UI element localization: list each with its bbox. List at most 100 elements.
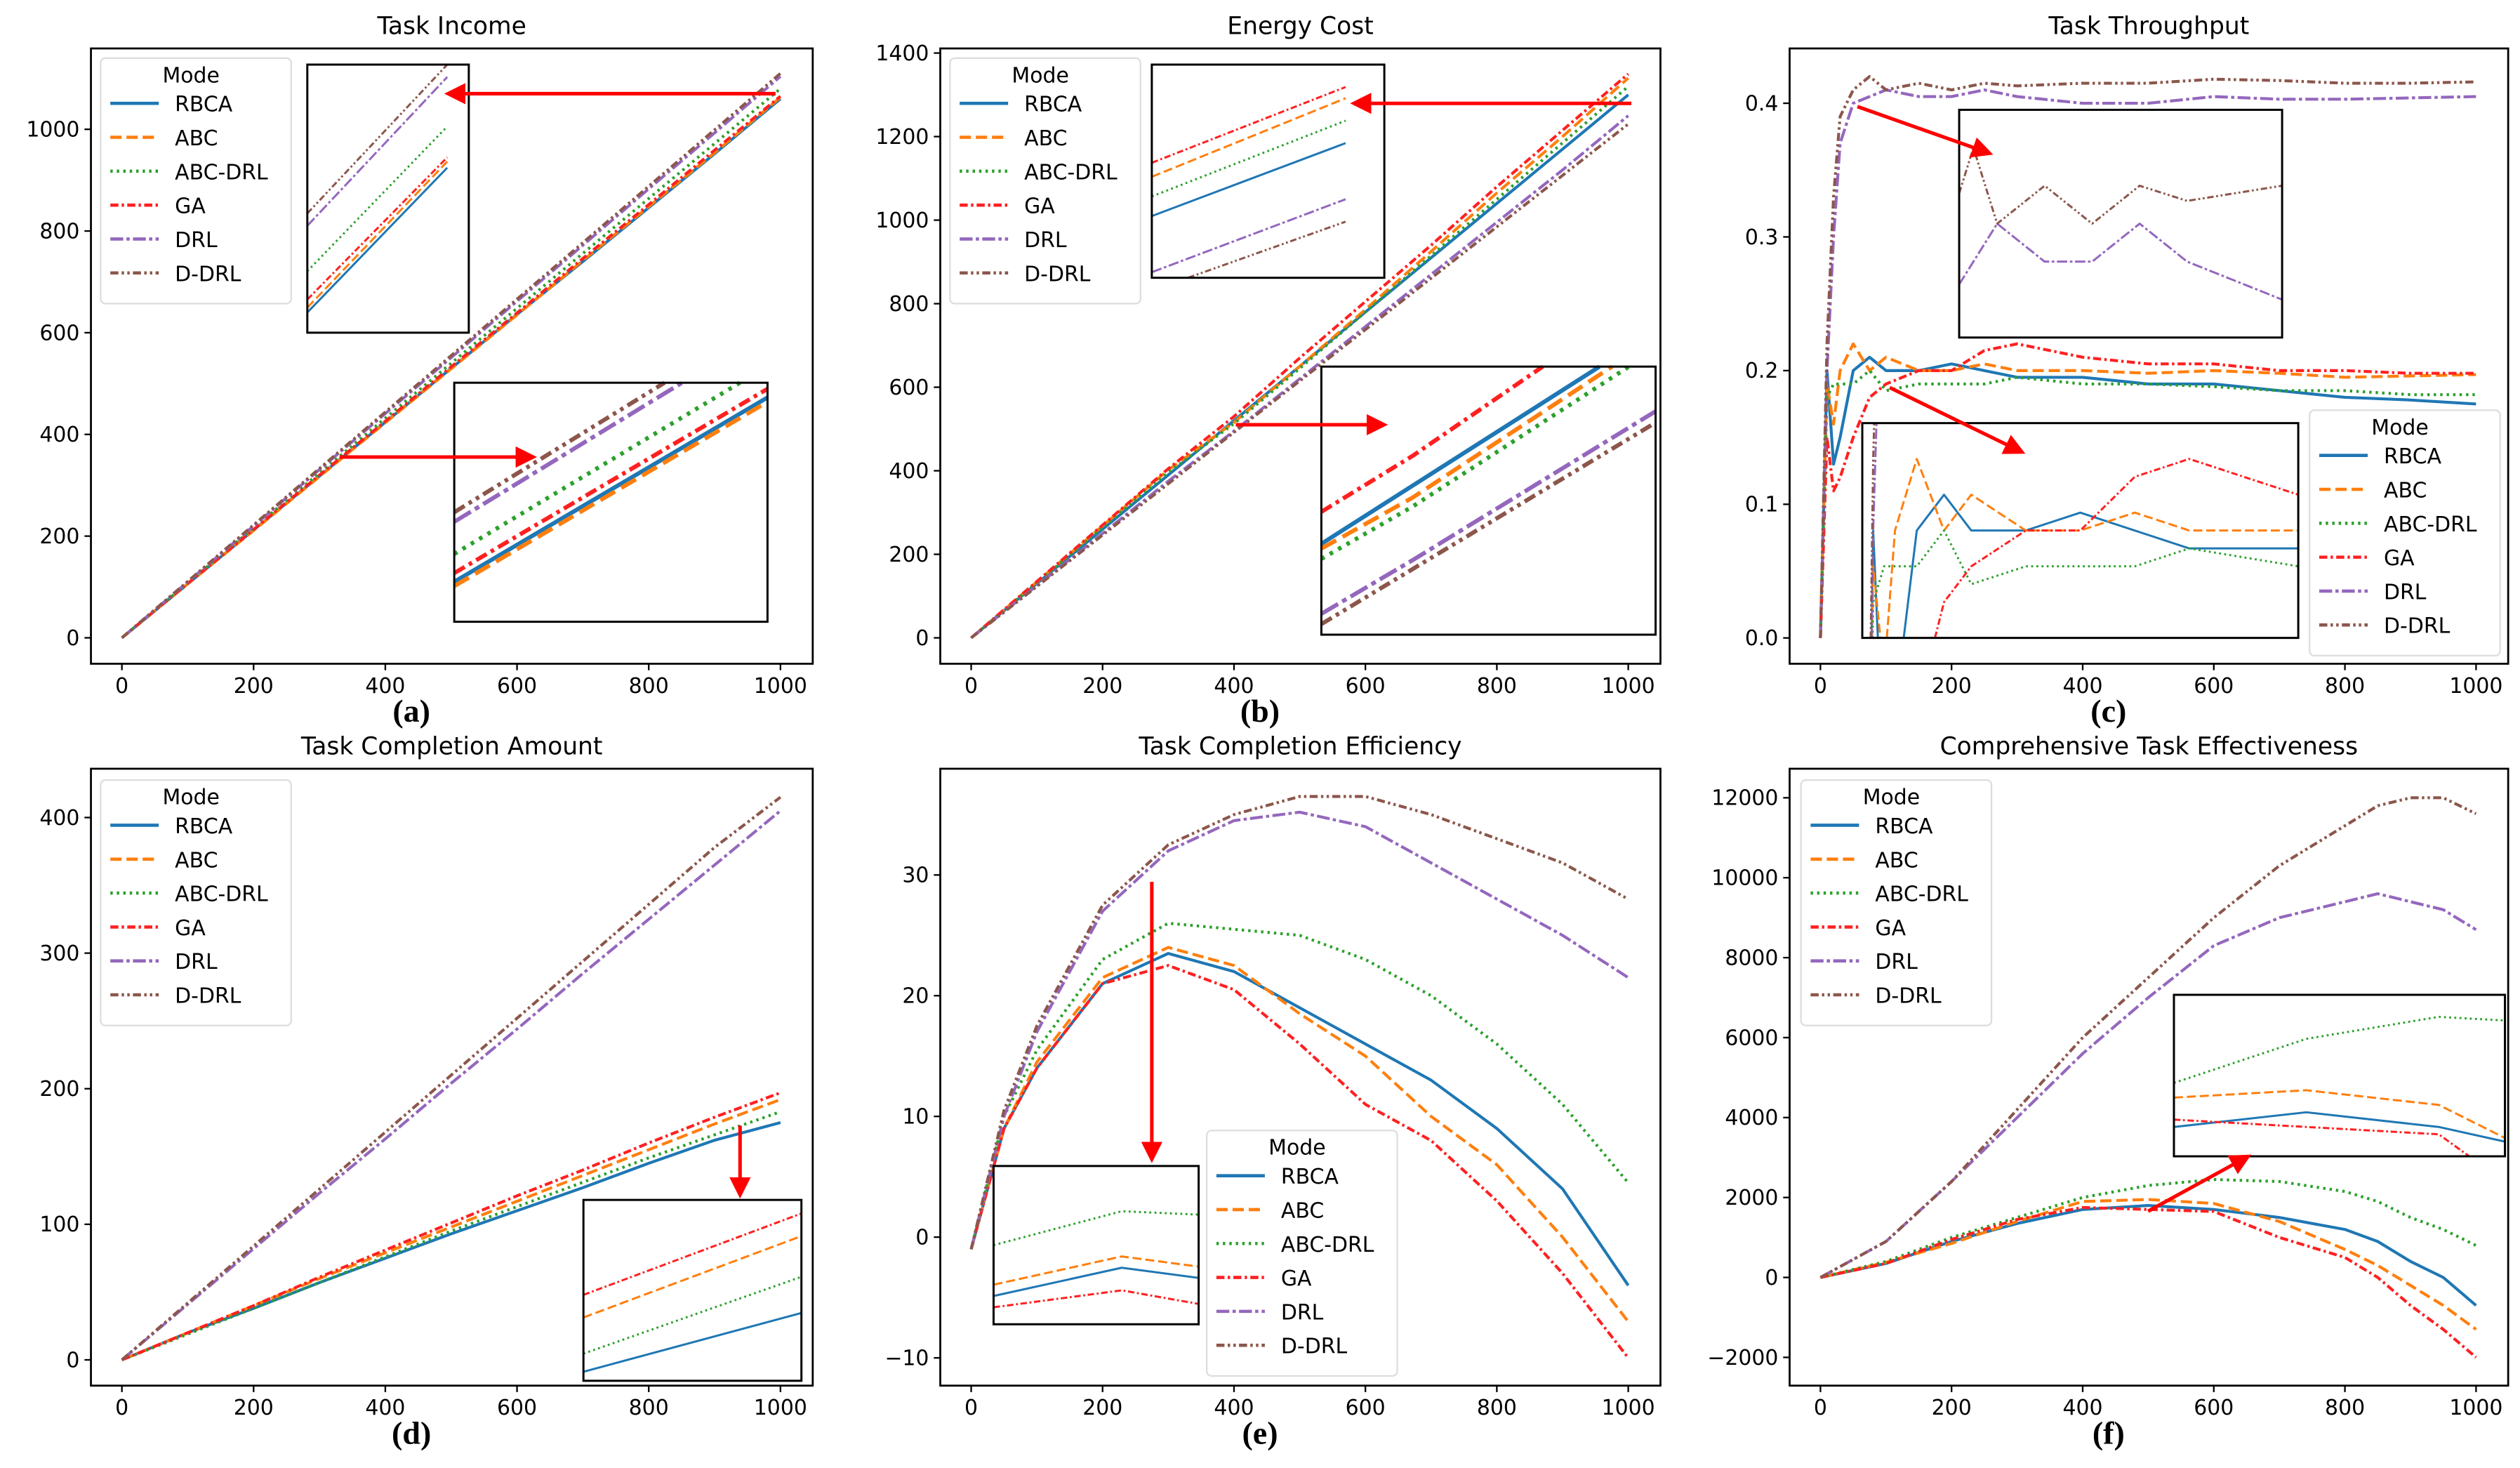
axes-frame: [939, 767, 1662, 1387]
inset-background: [1959, 110, 2283, 338]
series-line-ga: [1934, 458, 2299, 638]
legend-label: DRL: [175, 228, 218, 253]
plot-area: [121, 795, 782, 1361]
legend-label: GA: [175, 916, 206, 941]
series-line-d-drl: [969, 795, 1629, 1250]
y-tick-label: 0.1: [1745, 493, 1779, 517]
series-line-abc-drl: [970, 85, 1629, 640]
x-tick-label: 200: [1932, 674, 1972, 699]
inset-zoom: [1857, 105, 2283, 339]
inset-frame: [992, 1165, 1200, 1325]
y-tick-label: 400: [39, 423, 79, 447]
legend-label: ABC-DRL: [175, 882, 268, 907]
y-tick-label: 600: [39, 321, 79, 345]
x-tick-label: 200: [1082, 674, 1122, 699]
legend-box: [1205, 1130, 1398, 1377]
inset-background: [2173, 995, 2505, 1157]
legend-label: GA: [175, 194, 206, 219]
series-line-drl: [1151, 198, 1346, 274]
series-line-ga: [1320, 364, 1544, 514]
panel-label: (e): [1242, 1415, 1278, 1450]
x-tick-label: 400: [2062, 674, 2102, 699]
series-line-drl: [1320, 409, 1657, 616]
inset-zoom: [306, 63, 776, 334]
legend-label: GA: [2384, 546, 2415, 571]
y-tick-label: −10: [884, 1346, 929, 1370]
y-tick-label: 400: [889, 459, 929, 484]
series-line-abc: [121, 95, 782, 640]
legend-label: D-DRL: [1875, 984, 1942, 1009]
y-tick-label: 0: [915, 1226, 929, 1250]
legend-label: ABC: [1024, 126, 1067, 151]
legend-label: ABC-DRL: [1281, 1233, 1374, 1257]
inset-frame: [1320, 365, 1657, 636]
series-line-abc-drl: [1151, 119, 1346, 198]
inset-plot: [1151, 86, 1346, 279]
x-tick-label: 400: [1214, 1396, 1254, 1420]
red-arrow-icon: [1889, 385, 2026, 454]
chart-title: Task Completion Amount: [300, 732, 603, 760]
y-tick-label: 1400: [875, 41, 929, 66]
y-tick-label: 300: [39, 941, 79, 966]
legend: Mode RBCA ABC ABC-DRL GA DRL D-DRL: [1800, 779, 1993, 1026]
series-line-d-drl: [121, 72, 782, 640]
series-line-ga: [306, 157, 449, 300]
legend-label: ABC: [2384, 479, 2427, 503]
series-line-rbca: [1819, 1204, 2477, 1307]
x-tick-label: 1000: [1602, 1396, 1655, 1420]
legend-label: RBCA: [2384, 444, 2442, 469]
chart-panel-d: Task Completion Amount 0 200 400 600 800 1000 0…: [39, 732, 814, 1450]
series-line-abc: [1320, 364, 1614, 551]
series-line-ga: [583, 1212, 802, 1296]
chart-title: Task Throughput: [2048, 12, 2249, 40]
legend-label: RBCA: [1281, 1165, 1339, 1189]
inset-background: [1321, 366, 1656, 635]
series-line-d-drl: [1320, 421, 1657, 626]
inset-frame: [582, 1198, 803, 1382]
legend-label: GA: [1024, 194, 1055, 219]
x-tick-label: 800: [1477, 674, 1517, 699]
y-tick-label: 0.4: [1745, 91, 1779, 116]
inset-zoom: [992, 881, 1200, 1325]
inset-plot: [583, 1212, 802, 1373]
inset-frame: [2173, 993, 2507, 1158]
x-tick-label: 0: [115, 1396, 128, 1420]
legend-label: ABC-DRL: [175, 160, 268, 185]
y-tick-label: 0.2: [1745, 359, 1779, 383]
x-tick-label: 800: [629, 1396, 669, 1420]
x-tick-label: 600: [497, 1396, 537, 1420]
x-tick-label: 1000: [2449, 1396, 2502, 1420]
series-line-abc: [1871, 458, 2299, 638]
legend-label: D-DRL: [2384, 614, 2451, 639]
inset-zoom: [1235, 364, 1657, 636]
series-line-d-drl: [970, 123, 1629, 640]
legend-label: D-DRL: [1024, 262, 1091, 286]
x-tick-label: 0: [964, 674, 978, 699]
y-tick-label: 0: [66, 626, 79, 651]
inset-frame: [1150, 63, 1386, 279]
series-line-rbca: [993, 1267, 1199, 1297]
panel-label: (a): [392, 693, 430, 729]
inset-frame: [453, 381, 769, 623]
series-line-drl: [121, 809, 782, 1361]
series-line-ga: [993, 1289, 1199, 1309]
x-tick-label: 800: [629, 674, 669, 699]
plot-area: [1819, 74, 2476, 638]
y-tick-label: 12000: [1711, 786, 1778, 811]
series-line-abc: [306, 161, 449, 309]
y-tick-label: 8000: [1725, 946, 1778, 970]
legend-label: RBCA: [175, 814, 233, 839]
x-tick-label: 600: [497, 674, 537, 699]
x-tick-label: 800: [2325, 1396, 2365, 1420]
legend-label: DRL: [2384, 580, 2427, 604]
chart-panel-a: Task Income 0 200 400 600 800 1000 0 200 400 600 80…: [26, 12, 814, 729]
series-line-d-drl: [1869, 423, 1876, 638]
legend-box: [949, 57, 1141, 305]
legend-label: RBCA: [1875, 814, 1933, 839]
x-tick-label: 600: [1346, 674, 1386, 699]
x-tick-label: 800: [2325, 674, 2365, 699]
red-arrow-icon: [1857, 105, 1994, 158]
panel-label: (c): [2090, 693, 2126, 729]
series-line-abc-drl: [121, 1110, 781, 1361]
